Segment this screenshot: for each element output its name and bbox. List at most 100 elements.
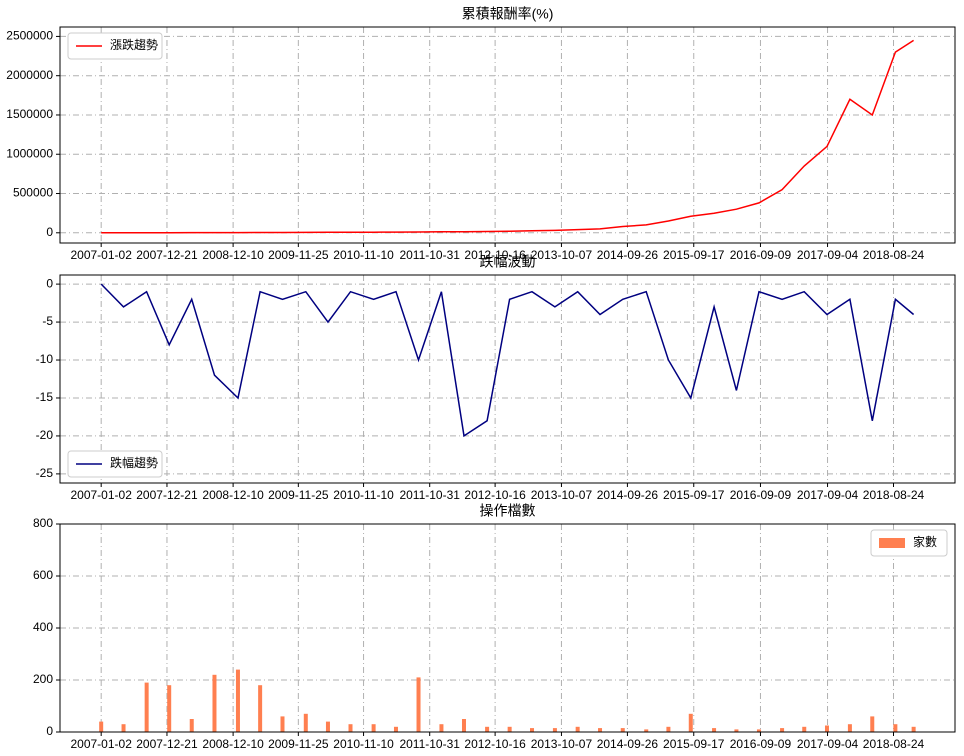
y-tick-label: 1000000: [6, 146, 53, 160]
bar: [348, 724, 353, 732]
y-tick-label: -10: [36, 352, 54, 366]
bar: [280, 716, 285, 732]
chart-title: 跌幅波動: [480, 254, 536, 270]
x-tick-label: 2014-09-26: [597, 248, 659, 262]
x-tick-label: 2007-01-02: [70, 737, 132, 751]
x-tick-label: 2018-08-24: [863, 737, 925, 751]
bar: [756, 729, 761, 732]
legend-label: 漲跌趨勢: [110, 37, 158, 52]
x-tick-label: 2018-08-24: [863, 488, 925, 502]
data-line: [100, 283, 915, 438]
bar: [911, 726, 916, 732]
y-tick-label: 0: [46, 724, 53, 738]
y-tick-label: 200: [33, 672, 53, 686]
y-tick-label: 400: [33, 620, 53, 634]
bar: [620, 728, 625, 732]
bar: [371, 724, 376, 732]
bar: [712, 728, 717, 732]
x-tick-label: 2017-09-04: [797, 248, 859, 262]
legend-box: [67, 32, 163, 60]
x-tick-label: 2007-01-02: [70, 488, 132, 502]
bar: [235, 669, 240, 732]
x-tick-label: 2008-12-10: [202, 737, 264, 751]
x-tick-label: 2012-10-16: [464, 737, 526, 751]
y-tick-label: 600: [33, 568, 53, 582]
legend-box: [870, 529, 948, 557]
bar: [870, 716, 875, 732]
x-tick-label: 2014-09-26: [597, 737, 659, 751]
x-tick-label: 2017-09-04: [797, 488, 859, 502]
legend-label: 家數: [913, 534, 937, 549]
x-tick-label: 2013-10-07: [531, 737, 593, 751]
bar: [485, 726, 490, 732]
y-tick-label: -25: [36, 466, 54, 480]
x-tick-label: 2011-10-31: [399, 248, 460, 262]
data-line: [101, 39, 915, 234]
x-tick-label: 2007-12-21: [136, 737, 198, 751]
x-tick-label: 2010-11-10: [333, 488, 394, 502]
bar: [688, 713, 693, 732]
chart-title: 操作檔數: [480, 503, 536, 519]
x-tick-label: 2015-09-17: [663, 248, 725, 262]
y-tick-label: -5: [42, 314, 53, 328]
bar: [780, 728, 785, 732]
x-tick-label: 2008-12-10: [202, 488, 264, 502]
x-tick-label: 2007-12-21: [136, 488, 198, 502]
legend-swatch: [879, 538, 905, 548]
bar: [461, 719, 466, 732]
x-tick-label: 2009-11-25: [268, 248, 329, 262]
x-tick-label: 2012-10-16: [464, 488, 526, 502]
legend-label: 跌幅趨勢: [110, 455, 158, 470]
plot-frame: [59, 26, 956, 244]
y-tick-label: 2000000: [6, 68, 53, 82]
bar: [212, 674, 217, 732]
bar: [121, 724, 126, 732]
bar: [598, 728, 603, 732]
x-tick-label: 2018-08-24: [863, 248, 925, 262]
bar: [644, 729, 649, 732]
chart-title: 累積報酬率(%): [462, 6, 554, 22]
plot-frame: [59, 523, 956, 733]
y-tick-label: 0: [46, 276, 53, 290]
x-tick-label: 2013-10-07: [531, 248, 593, 262]
y-tick-label: -20: [36, 428, 54, 442]
y-tick-label: 800: [33, 516, 53, 530]
y-tick-label: 0: [46, 225, 53, 239]
x-tick-label: 2007-01-02: [70, 248, 132, 262]
bar: [144, 682, 149, 732]
x-tick-label: 2010-11-10: [333, 737, 394, 751]
y-tick-label: -15: [36, 390, 54, 404]
bar: [189, 719, 194, 732]
bar: [325, 721, 330, 732]
y-tick-label: 2500000: [6, 29, 53, 43]
x-tick-label: 2010-11-10: [333, 248, 394, 262]
bar: [893, 724, 898, 732]
bar: [167, 685, 172, 732]
bar: [666, 726, 671, 732]
plot-frame: [59, 274, 956, 484]
x-tick-label: 2016-09-09: [730, 488, 792, 502]
bar: [393, 726, 398, 732]
bar: [575, 726, 580, 732]
bar: [439, 724, 444, 732]
x-tick-label: 2007-12-21: [136, 248, 198, 262]
bar: [552, 728, 557, 732]
bar: [507, 726, 512, 732]
x-tick-label: 2014-09-26: [597, 488, 659, 502]
bar: [824, 725, 829, 732]
bar: [530, 728, 535, 732]
bar: [802, 726, 807, 732]
x-tick-label: 2011-10-31: [399, 488, 460, 502]
x-tick-label: 2013-10-07: [531, 488, 593, 502]
x-tick-label: 2009-11-25: [268, 737, 329, 751]
bar: [99, 721, 104, 732]
x-tick-label: 2016-09-09: [730, 737, 792, 751]
bar: [734, 729, 739, 732]
y-tick-label: 500000: [13, 186, 53, 200]
bar: [847, 724, 852, 732]
x-tick-label: 2009-11-25: [268, 488, 329, 502]
x-tick-label: 2015-09-17: [663, 488, 725, 502]
x-tick-label: 2011-10-31: [399, 737, 460, 751]
y-tick-label: 1500000: [6, 107, 53, 121]
